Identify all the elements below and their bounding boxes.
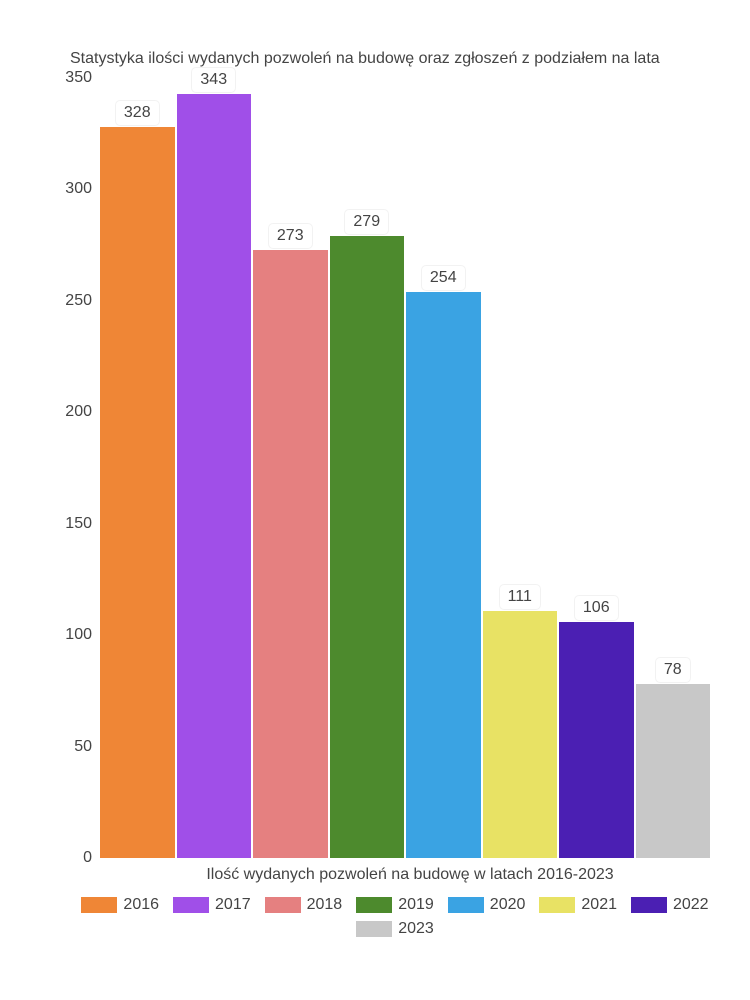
legend-item-2019: 2019 (356, 896, 434, 914)
legend-label: 2017 (215, 896, 251, 914)
legend-label: 2023 (398, 920, 434, 938)
legend-swatch (631, 897, 667, 913)
bar-rect (406, 292, 481, 858)
bar-value-label: 343 (192, 68, 235, 92)
bar-2020: 254 (406, 266, 481, 858)
bar-2022: 106 (559, 596, 634, 858)
legend-label: 2019 (398, 896, 434, 914)
plot-area: 050100150200250300350 328343273279254111… (100, 78, 710, 858)
legend-item-2021: 2021 (539, 896, 617, 914)
legend-item-2023: 2023 (356, 920, 434, 938)
legend-swatch (356, 897, 392, 913)
bar-value-label: 106 (575, 596, 618, 620)
y-tick-label: 150 (65, 515, 92, 533)
legend-label: 2016 (123, 896, 159, 914)
y-tick-label: 250 (65, 292, 92, 310)
bar-rect (100, 127, 175, 858)
bars-group: 32834327327925411110678 (100, 78, 710, 858)
legend-item-2016: 2016 (81, 896, 159, 914)
bar-2018: 273 (253, 224, 328, 858)
legend-label: 2021 (581, 896, 617, 914)
legend-label: 2018 (307, 896, 343, 914)
bar-2016: 328 (100, 101, 175, 858)
legend-item-2018: 2018 (265, 896, 343, 914)
chart-container: Statystyka ilości wydanych pozwoleń na b… (0, 0, 750, 1000)
bar-value-label: 279 (345, 210, 388, 234)
legend-swatch (173, 897, 209, 913)
bar-rect (636, 684, 711, 858)
bar-value-label: 273 (269, 224, 312, 248)
legend-label: 2022 (673, 896, 709, 914)
legend-item-2022: 2022 (631, 896, 709, 914)
legend-swatch (356, 921, 392, 937)
bar-rect (330, 236, 405, 858)
bar-rect (177, 94, 252, 858)
bar-2019: 279 (330, 210, 405, 858)
legend-swatch (81, 897, 117, 913)
legend-swatch (448, 897, 484, 913)
legend-item-2017: 2017 (173, 896, 251, 914)
y-tick-label: 100 (65, 626, 92, 644)
legend-swatch (539, 897, 575, 913)
bar-value-label: 254 (422, 266, 465, 290)
legend: 2016 2017 2018 2019 2020 2021 2022 2023 (70, 896, 720, 938)
y-axis: 050100150200250300350 (50, 78, 100, 858)
chart-title: Statystyka ilości wydanych pozwoleń na b… (70, 50, 720, 68)
legend-item-2020: 2020 (448, 896, 526, 914)
y-tick-label: 0 (83, 849, 92, 867)
bar-value-label: 328 (116, 101, 159, 125)
bar-rect (253, 250, 328, 858)
bar-value-label: 78 (656, 658, 690, 682)
bar-rect (483, 611, 558, 858)
x-axis-label: Ilość wydanych pozwoleń na budowę w lata… (100, 866, 720, 884)
bar-rect (559, 622, 634, 858)
bar-2023: 78 (636, 658, 711, 858)
bar-value-label: 111 (500, 585, 540, 609)
y-tick-label: 200 (65, 403, 92, 421)
bar-2017: 343 (177, 68, 252, 858)
y-tick-label: 50 (74, 738, 92, 756)
y-tick-label: 300 (65, 180, 92, 198)
legend-label: 2020 (490, 896, 526, 914)
y-tick-label: 350 (65, 69, 92, 87)
bar-2021: 111 (483, 585, 558, 858)
legend-swatch (265, 897, 301, 913)
